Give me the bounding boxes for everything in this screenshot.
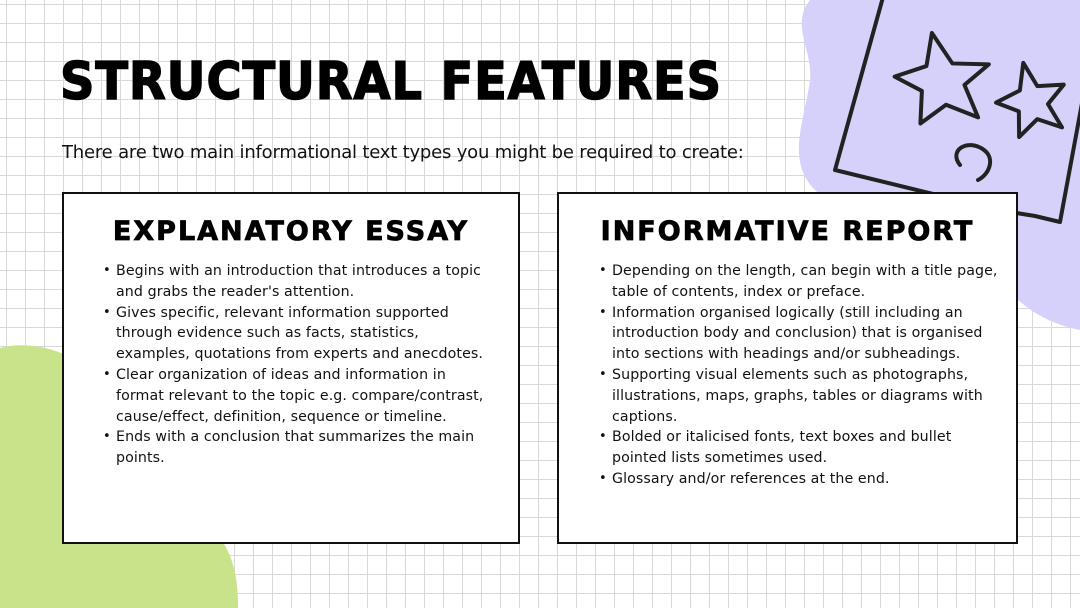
bullet-list: Begins with an introduction that introdu…: [64, 261, 518, 469]
slide-title: Structural Features: [59, 51, 722, 113]
list-item: Supporting visual elements such as photo…: [599, 365, 1000, 427]
card-heading: Informative Report: [600, 216, 975, 248]
list-item: Begins with an introduction that introdu…: [103, 261, 496, 303]
list-item: Information organised logically (still i…: [599, 303, 1000, 365]
informative-report-card: Informative Report Depending on the leng…: [557, 192, 1018, 544]
slide-subtitle: There are two main informational text ty…: [62, 142, 744, 163]
card-heading: Explanatory Essay: [112, 216, 470, 248]
list-item: Glossary and/or references at the end.: [599, 469, 1000, 490]
speech-bubble-stars-icon: [833, 0, 1080, 248]
list-item: Ends with a conclusion that summarizes t…: [103, 427, 496, 469]
list-item: Gives specific, relevant information sup…: [103, 303, 496, 365]
bullet-list: Depending on the length, can begin with …: [559, 261, 1016, 490]
list-item: Bolded or italicised fonts, text boxes a…: [599, 427, 1000, 469]
list-item: Clear organization of ideas and informat…: [103, 365, 496, 427]
explanatory-essay-card: Explanatory Essay Begins with an introdu…: [62, 192, 520, 544]
list-item: Depending on the length, can begin with …: [599, 261, 1000, 303]
